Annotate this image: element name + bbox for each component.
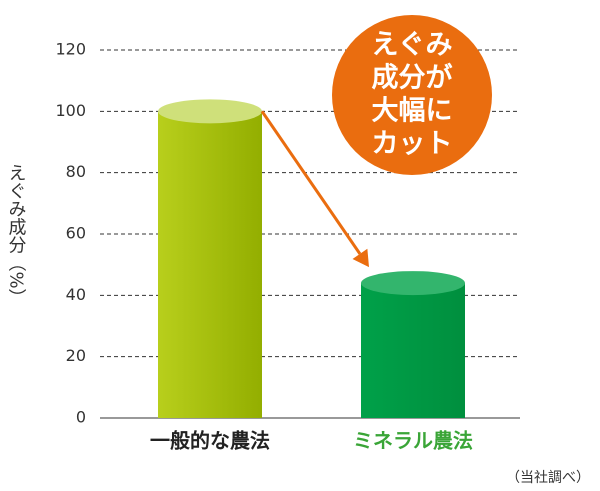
arrow-head — [352, 248, 369, 268]
annotation-text: えぐみ — [372, 30, 453, 61]
y-axis-label: えぐみ成分（%） — [6, 163, 27, 306]
bar — [158, 111, 262, 418]
annotation-text: 大幅に — [372, 96, 453, 127]
annotation-text: カット — [372, 129, 453, 160]
bar-top — [158, 99, 262, 124]
y-tick-label: 120 — [55, 40, 86, 59]
y-tick-label: 40 — [66, 285, 86, 304]
y-tick-label: 100 — [55, 101, 86, 120]
annotation-bubble — [332, 15, 492, 175]
source-note: （当社調べ） — [506, 470, 590, 486]
y-tick-label: 0 — [76, 408, 86, 427]
annotation-text: 成分が — [372, 62, 453, 94]
bar — [361, 283, 465, 418]
y-tick-label: 60 — [66, 224, 86, 243]
y-tick-label: 80 — [66, 162, 86, 181]
arrow — [260, 110, 362, 255]
bar-top — [361, 271, 465, 296]
x-tick-label: 一般的な農法 — [150, 429, 270, 453]
x-tick-label: ミネラル農法 — [353, 429, 473, 453]
y-tick-label: 20 — [66, 346, 86, 365]
